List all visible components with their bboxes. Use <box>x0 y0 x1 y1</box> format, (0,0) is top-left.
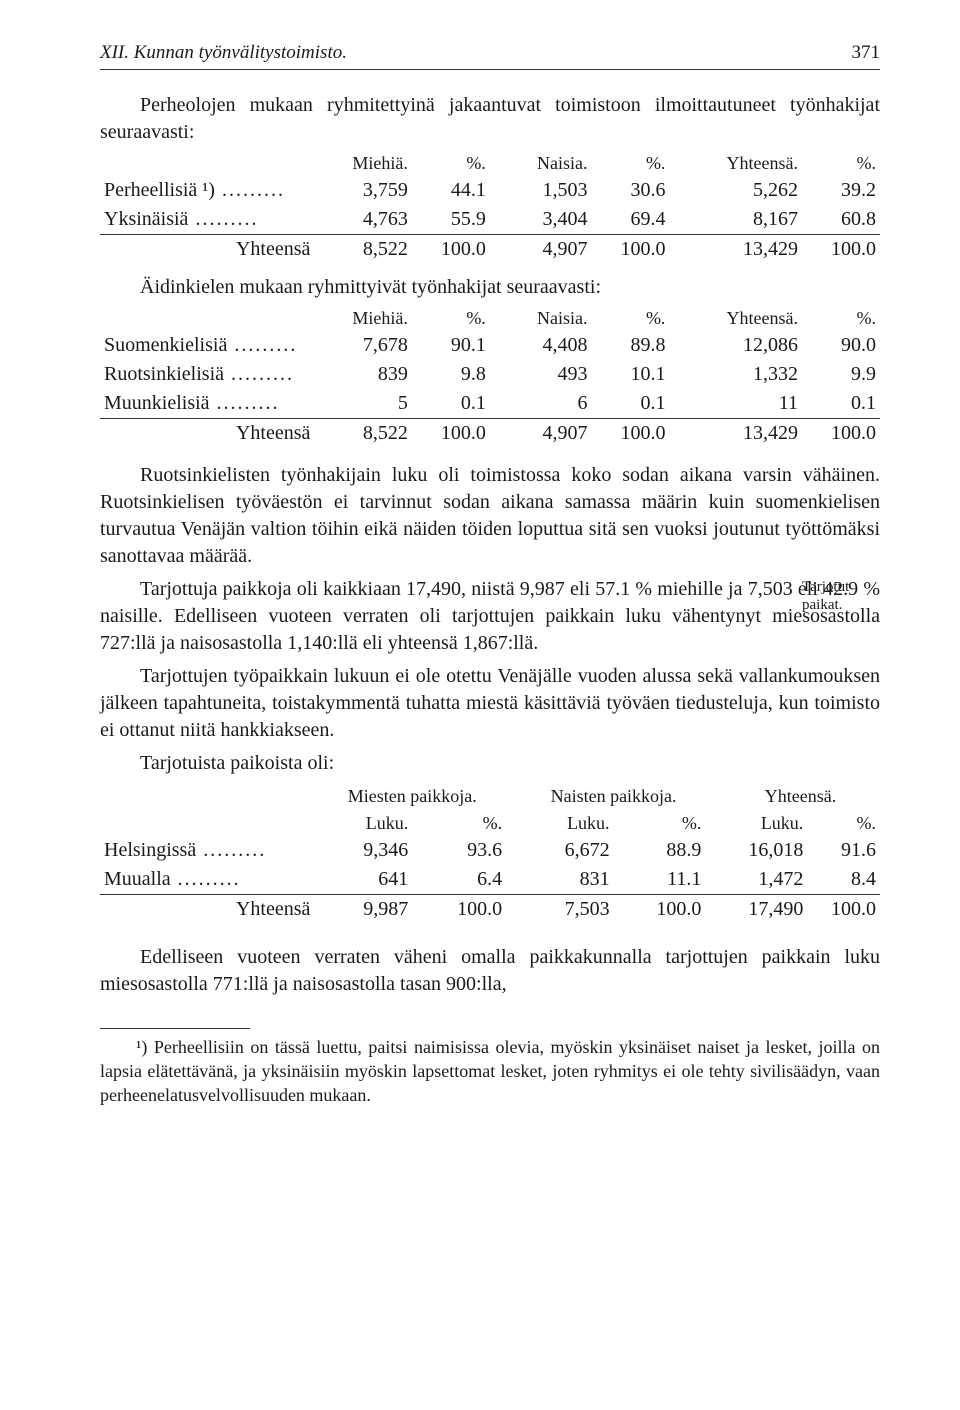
group-header: Miesten paikkoja. <box>318 783 506 809</box>
col-header: %. <box>412 150 490 176</box>
col-header: %. <box>412 305 490 331</box>
total-label: Yhteensä <box>100 419 318 449</box>
col-header: Yhteensä. <box>685 150 802 176</box>
table-row: Suomenkielisiä 7,678 90.1 4,408 89.8 12,… <box>100 331 880 360</box>
table-total-row: Yhteensä 8,522 100.0 4,907 100.0 13,429 … <box>100 234 880 264</box>
intro-paragraph-2: Äidinkielen mukaan ryhmittyivät työnhaki… <box>100 274 880 301</box>
body-paragraph: Edelliseen vuoteen verraten väheni omall… <box>100 944 880 998</box>
table-mother-tongue: Miehiä. %. Naisia. %. Yhteensä. %. Suome… <box>100 305 880 448</box>
footnote-text: ¹) Perheellisiin on tässä luettu, paitsi… <box>100 1035 880 1108</box>
sub-header: Luku. <box>721 810 807 836</box>
page-number: 371 <box>852 40 881 66</box>
table-row: Ruotsinkielisiä 839 9.8 493 10.1 1,332 9… <box>100 360 880 389</box>
sub-header: Luku. <box>318 810 412 836</box>
row-label: Ruotsinkielisiä <box>104 361 294 388</box>
total-label: Yhteensä <box>100 234 318 264</box>
row-label: Yksinäisiä <box>104 206 258 233</box>
col-header: %. <box>591 150 669 176</box>
sub-header: %. <box>807 810 880 836</box>
col-header: %. <box>802 305 880 331</box>
group-header: Yhteensä. <box>721 783 880 809</box>
sub-header: %. <box>412 810 506 836</box>
group-header: Naisten paikkoja. <box>522 783 706 809</box>
row-label: Muualla <box>104 866 241 893</box>
row-label: Helsingissä <box>104 837 266 864</box>
margin-note: Tarjotut paikat. <box>802 578 874 614</box>
body-paragraph: Tarjottuja paikkoja oli kaikkiaan 17,490… <box>100 576 880 657</box>
row-label: Suomenkielisiä <box>104 332 297 359</box>
header-title: XII. Kunnan työnvälitystoimisto. <box>100 40 347 66</box>
table-total-row: Yhteensä 9,987 100.0 7,503 100.0 17,490 … <box>100 894 880 924</box>
table-total-row: Yhteensä 8,522 100.0 4,907 100.0 13,429 … <box>100 419 880 449</box>
table-row: Helsingissä 9,346 93.6 6,672 88.9 16,018… <box>100 836 880 865</box>
table-row: Muunkielisiä 5 0.1 6 0.1 11 0.1 <box>100 389 880 419</box>
total-label: Yhteensä <box>100 894 318 924</box>
table-row: Perheellisiä ¹) 3,759 44.1 1,503 30.6 5,… <box>100 176 880 205</box>
body-paragraph: Tarjottujen työpaikkain lukuun ei ole ot… <box>100 663 880 744</box>
row-label: Muunkielisiä <box>104 390 280 417</box>
table-offered-places: Miesten paikkoja. Naisten paikkoja. Yhte… <box>100 783 880 924</box>
intro-paragraph-1: Perheolojen mukaan ryhmitettyinä jakaant… <box>100 92 880 146</box>
col-header: Miehiä. <box>318 150 411 176</box>
running-header: XII. Kunnan työnvälitystoimisto. 371 <box>100 40 880 70</box>
table-family-status: Miehiä. %. Naisia. %. Yhteensä. %. Perhe… <box>100 150 880 264</box>
sub-header: Luku. <box>522 810 614 836</box>
body-paragraph: Tarjotuista paikoista oli: <box>100 750 880 777</box>
table-row: Muualla 641 6.4 831 11.1 1,472 8.4 <box>100 865 880 895</box>
col-header: %. <box>802 150 880 176</box>
body-paragraph: Ruotsinkielisten työnhakijain luku oli t… <box>100 462 880 570</box>
col-header: Naisia. <box>505 305 591 331</box>
col-header: Naisia. <box>505 150 591 176</box>
sub-header: %. <box>614 810 706 836</box>
col-header: Yhteensä. <box>685 305 802 331</box>
row-label: Perheellisiä ¹) <box>104 177 285 204</box>
table-row: Yksinäisiä 4,763 55.9 3,404 69.4 8,167 6… <box>100 205 880 235</box>
col-header: Miehiä. <box>318 305 411 331</box>
col-header: %. <box>591 305 669 331</box>
footnote-rule <box>100 1028 250 1029</box>
